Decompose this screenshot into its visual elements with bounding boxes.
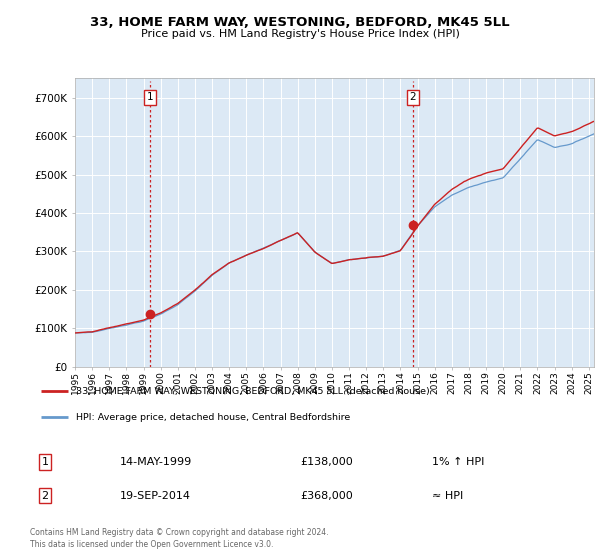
Text: 14-MAY-1999: 14-MAY-1999 [120, 457, 192, 467]
Text: 1: 1 [146, 92, 153, 102]
Text: Contains HM Land Registry data © Crown copyright and database right 2024.: Contains HM Land Registry data © Crown c… [30, 528, 329, 536]
Text: £368,000: £368,000 [300, 491, 353, 501]
Text: Price paid vs. HM Land Registry's House Price Index (HPI): Price paid vs. HM Land Registry's House … [140, 29, 460, 39]
Text: 33, HOME FARM WAY, WESTONING, BEDFORD, MK45 5LL: 33, HOME FARM WAY, WESTONING, BEDFORD, M… [90, 16, 510, 29]
Text: ≈ HPI: ≈ HPI [432, 491, 463, 501]
Text: This data is licensed under the Open Government Licence v3.0.: This data is licensed under the Open Gov… [30, 540, 274, 549]
Text: 2: 2 [41, 491, 49, 501]
Text: £138,000: £138,000 [300, 457, 353, 467]
Text: 2: 2 [409, 92, 416, 102]
Text: 33, HOME FARM WAY, WESTONING, BEDFORD, MK45 5LL (detached house): 33, HOME FARM WAY, WESTONING, BEDFORD, M… [76, 387, 430, 396]
Text: 19-SEP-2014: 19-SEP-2014 [120, 491, 191, 501]
Text: HPI: Average price, detached house, Central Bedfordshire: HPI: Average price, detached house, Cent… [76, 413, 350, 422]
Text: 1% ↑ HPI: 1% ↑ HPI [432, 457, 484, 467]
Text: 1: 1 [41, 457, 49, 467]
